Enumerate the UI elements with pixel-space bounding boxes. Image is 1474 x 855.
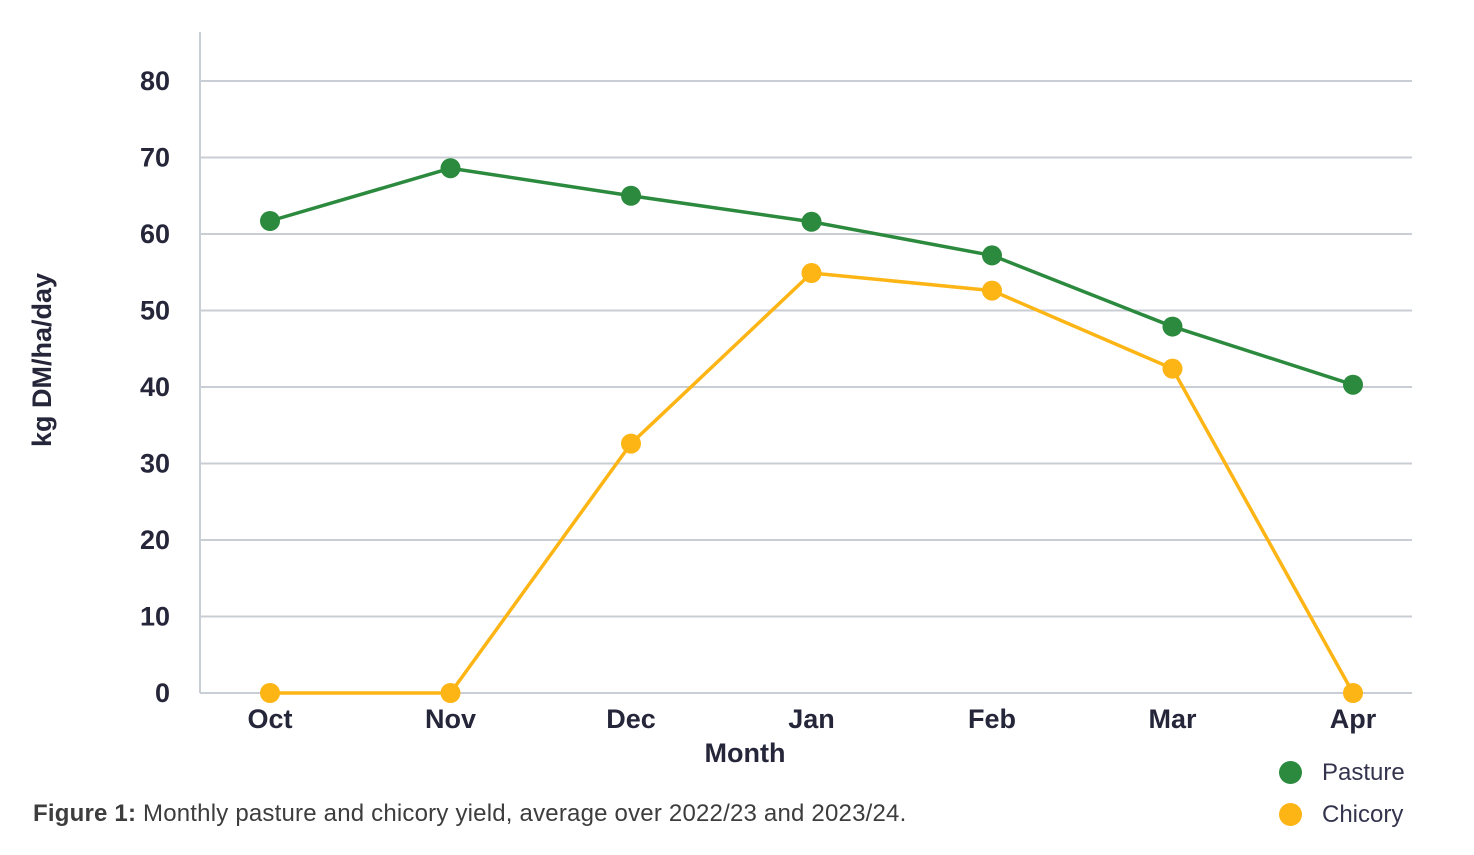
figure-caption-prefix: Figure 1: bbox=[33, 800, 137, 827]
figure-caption-text: Monthly pasture and chicory yield, avera… bbox=[136, 800, 907, 827]
chicory-point bbox=[982, 280, 1002, 301]
pasture-point bbox=[260, 210, 280, 231]
y-axis-title: kg DM/ha/day bbox=[27, 273, 57, 447]
pasture-point bbox=[1343, 374, 1363, 395]
chicory-point bbox=[801, 263, 822, 284]
chart-legend: Pasture Chicory bbox=[1279, 758, 1405, 842]
y-tick-label: 30 bbox=[140, 449, 170, 479]
chicory-line bbox=[268, 271, 1355, 695]
yield-line-chart: 0 10 20 30 40 50 60 70 80 Oct Nov Dec Jan Feb Mar Apr Mo… bbox=[27, 32, 1412, 768]
pasture-point bbox=[621, 185, 641, 206]
x-tick-label: Mar bbox=[1148, 704, 1197, 734]
y-tick-label: 70 bbox=[140, 143, 170, 173]
pasture-point bbox=[801, 211, 822, 232]
chicory-point bbox=[260, 683, 280, 703]
x-tick-label: Oct bbox=[247, 704, 292, 734]
legend-item-pasture: Pasture bbox=[1279, 758, 1405, 787]
chicory-legend-dot-icon bbox=[1279, 803, 1302, 826]
y-tick-label: 0 bbox=[155, 678, 170, 708]
pasture-legend-dot-icon bbox=[1279, 761, 1302, 784]
x-axis-title: Month bbox=[705, 738, 786, 768]
y-tick-label: 80 bbox=[140, 66, 170, 96]
chicory-point bbox=[440, 683, 461, 703]
x-tick-label: Feb bbox=[968, 704, 1016, 734]
x-tick-label: Nov bbox=[425, 704, 476, 734]
y-tick-label: 10 bbox=[140, 602, 170, 632]
legend-item-chicory: Chicory bbox=[1279, 800, 1405, 829]
x-tick-label: Jan bbox=[788, 704, 835, 734]
figure-caption: Figure 1: Monthly pasture and chicory yi… bbox=[33, 800, 906, 828]
pasture-legend-label: Pasture bbox=[1322, 758, 1405, 786]
x-tick-label: Dec bbox=[606, 704, 656, 734]
y-tick-label: 50 bbox=[140, 296, 170, 326]
chicory-point bbox=[621, 433, 641, 454]
y-tick-label: 60 bbox=[140, 219, 170, 249]
x-tick-label: Apr bbox=[1330, 704, 1377, 734]
pasture-point bbox=[982, 245, 1002, 266]
chicory-point bbox=[1343, 683, 1363, 703]
pasture-point bbox=[440, 158, 461, 179]
y-tick-label: 40 bbox=[140, 372, 170, 402]
y-tick-label: 20 bbox=[140, 525, 170, 555]
chicory-point bbox=[1162, 358, 1183, 379]
pasture-point bbox=[1162, 316, 1183, 337]
chicory-legend-label: Chicory bbox=[1322, 800, 1404, 828]
